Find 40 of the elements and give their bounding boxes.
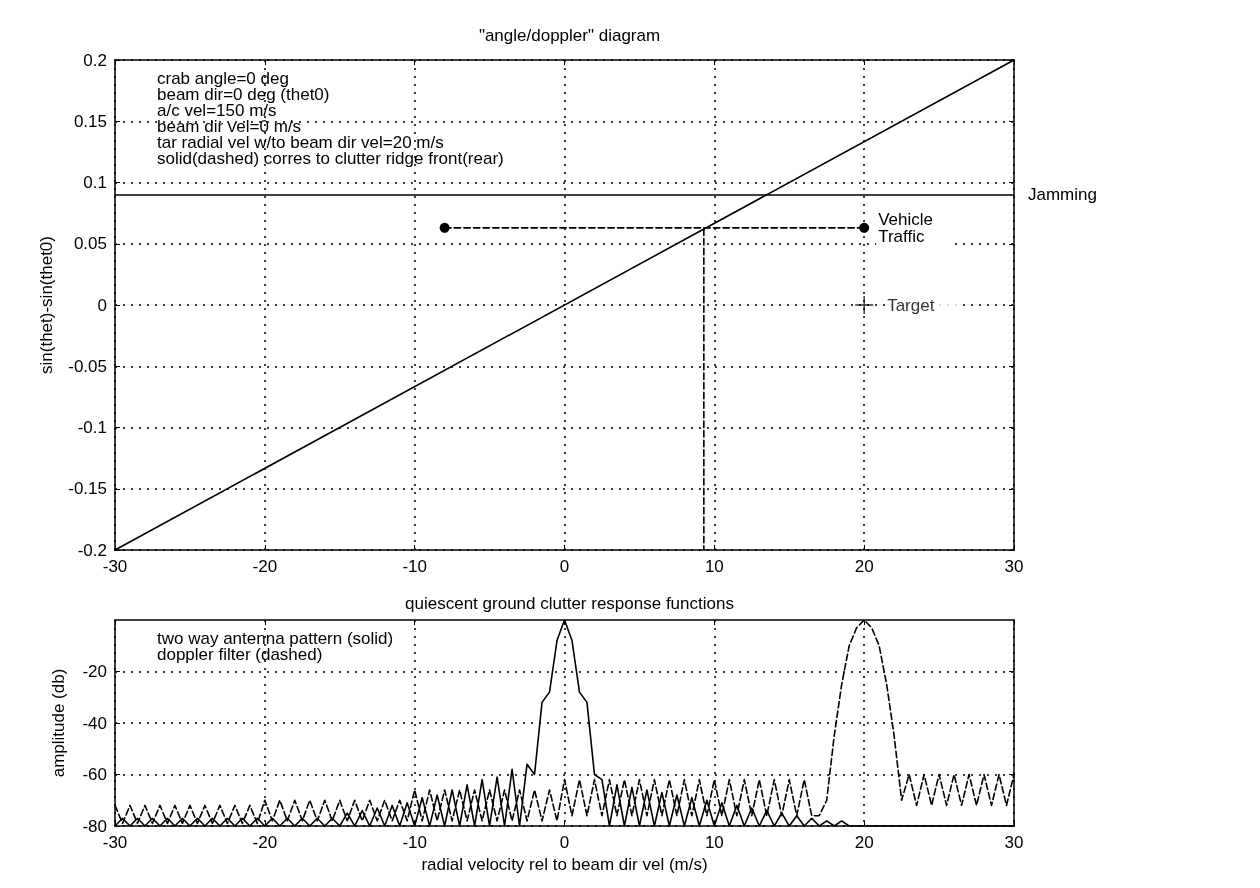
y-tick-label: -60 bbox=[82, 765, 107, 784]
annotation: two way antenna pattern (solid) bbox=[157, 629, 394, 648]
y-tick-label: -0.15 bbox=[68, 479, 107, 499]
annotation: tar radial vel w/to beam dir vel=20 m/s bbox=[157, 133, 444, 152]
y-tick-label: 0.2 bbox=[83, 50, 107, 70]
x-tick-label: -30 bbox=[102, 833, 128, 852]
x-tick-label: 0 bbox=[559, 833, 570, 852]
x-tick-label: -30 bbox=[102, 557, 128, 576]
x-tick-label: 10 bbox=[704, 557, 724, 576]
chart-title: quiescent ground clutter response functions bbox=[405, 594, 734, 613]
annotation: crab angle=0 deg bbox=[157, 69, 289, 88]
x-tick-label: 30 bbox=[1004, 833, 1024, 852]
y-tick-label: -80 bbox=[82, 816, 107, 836]
x-tick-label: 0 bbox=[559, 557, 570, 576]
annotation: beam dir vel=0 m/s bbox=[157, 117, 302, 136]
x-tick-label: -20 bbox=[252, 557, 278, 576]
x-tick-label: 10 bbox=[704, 833, 724, 852]
x-tick-label: -10 bbox=[402, 833, 427, 852]
y-axis-title: amplitude (db) bbox=[49, 668, 68, 778]
y-tick-label: 0 bbox=[97, 295, 107, 315]
series-label: Vehicle Traffic bbox=[878, 209, 938, 246]
y-tick-label: -0.1 bbox=[77, 418, 107, 437]
y-tick-label: -40 bbox=[82, 713, 107, 733]
annotation: solid(dashed) corres to clutter ridge front(rear) bbox=[157, 149, 504, 168]
chart-title: "angle/doppler" diagram bbox=[478, 26, 661, 45]
x-axis-title: radial velocity rel to beam dir vel (m/s) bbox=[421, 855, 708, 874]
ref-line-label: Jamming bbox=[1028, 185, 1097, 205]
y-tick-label: -0.2 bbox=[77, 540, 107, 560]
series-label: Target bbox=[887, 295, 935, 315]
y-tick-label: -0.05 bbox=[68, 356, 107, 376]
y-tick-label: 0.05 bbox=[73, 234, 107, 254]
y-tick-label: 0.1 bbox=[83, 173, 107, 192]
x-tick-label: 20 bbox=[854, 557, 874, 576]
y-tick-label: -20 bbox=[82, 662, 107, 681]
y-tick-label: 0.15 bbox=[73, 111, 107, 131]
x-tick-label: 30 bbox=[1004, 557, 1024, 576]
x-tick-label: -10 bbox=[402, 557, 427, 576]
x-tick-label: -20 bbox=[252, 833, 278, 852]
x-tick-label: 20 bbox=[854, 833, 874, 852]
y-axis-title: sin(thet)-sin(thet0) bbox=[37, 236, 56, 374]
